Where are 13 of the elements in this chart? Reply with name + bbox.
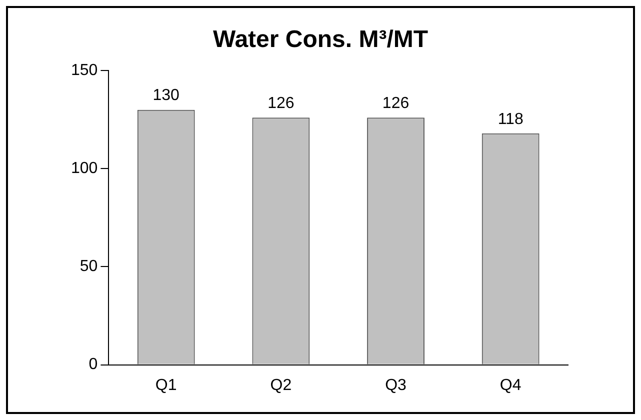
x-tick-label: Q4 <box>500 376 522 394</box>
y-tick-label: 100 <box>70 160 98 178</box>
data-label: 126 <box>268 95 294 112</box>
chart-title: Water Cons. M³/MT <box>212 26 430 54</box>
y-tick-label: 50 <box>80 258 98 276</box>
x-tick-label: Q1 <box>155 376 177 394</box>
x-tick-label: Q2 <box>270 376 292 394</box>
y-tick-label: 150 <box>70 62 98 80</box>
x-tick-label: Q3 <box>385 376 407 394</box>
data-label: 130 <box>152 87 180 104</box>
data-label: 118 <box>498 110 524 128</box>
data-label: 126 <box>382 95 410 112</box>
y-tick-label: 0 <box>88 356 98 374</box>
